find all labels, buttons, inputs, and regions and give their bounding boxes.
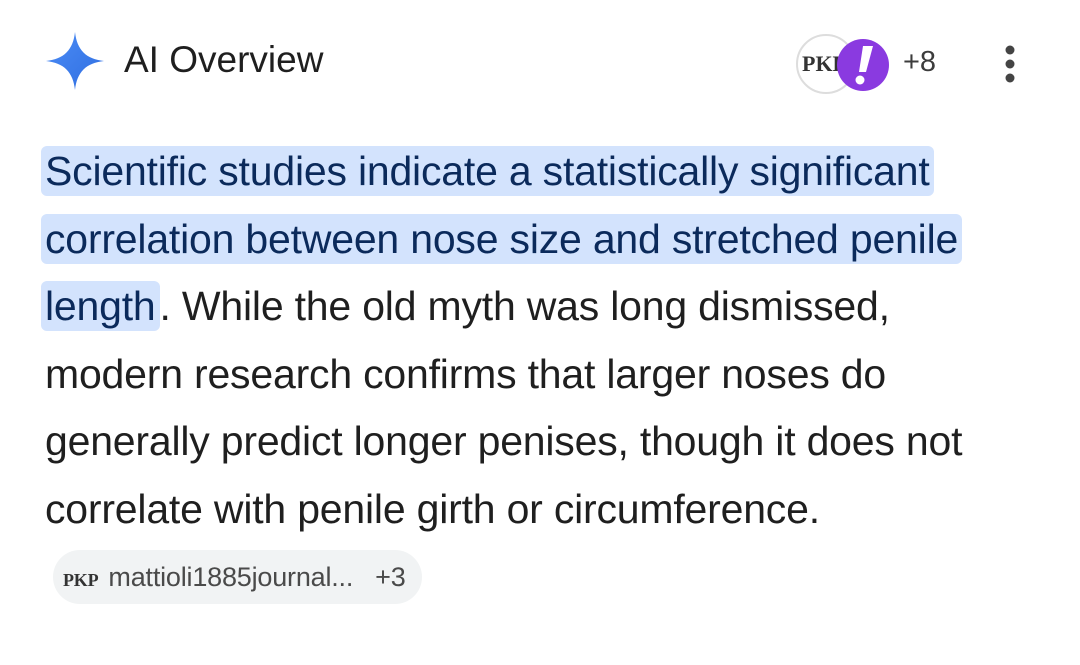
source-icon-badge <box>837 39 889 91</box>
source-count: +8 <box>903 46 937 78</box>
more-menu[interactable] <box>996 40 1024 88</box>
title: AI Overview <box>124 39 324 80</box>
source-icons[interactable]: PKP <box>796 34 896 94</box>
header: AI Overview PKP +8 <box>0 0 1080 120</box>
citation-icon: PKP <box>63 570 99 590</box>
citation-count: +3 <box>375 562 406 592</box>
sparkle-icon <box>46 32 104 90</box>
citation-source: mattioli1885journal... <box>108 562 354 592</box>
overview-text: Scientific studies indicate a statistica… <box>41 138 1035 611</box>
body-text: . While the old myth was long dismissed,… <box>45 283 963 532</box>
citation-chip[interactable]: PKP mattioli1885journal... +3 <box>53 550 422 604</box>
